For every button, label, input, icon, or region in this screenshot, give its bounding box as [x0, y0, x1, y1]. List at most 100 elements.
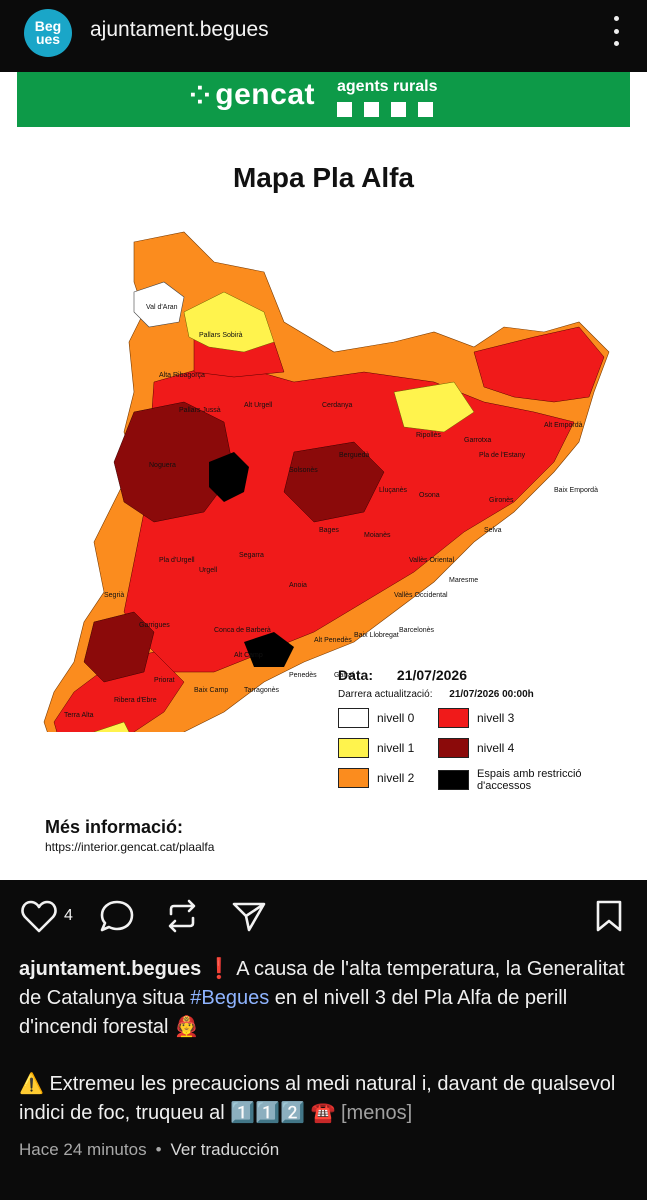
map-yellow-pallars	[183, 291, 275, 353]
region-label: Berguedà	[339, 452, 369, 459]
banner-subtitle: agents rurals	[337, 78, 438, 95]
region-label: Cerdanya	[322, 402, 352, 409]
region-label: Conca de Barberà	[214, 627, 271, 634]
region-label: Ribera d'Ebre	[114, 697, 157, 704]
caption-text-1: A causa de l'alta temperatura, la Genera…	[19, 958, 625, 1009]
date-label: Data:	[338, 667, 374, 683]
avatar-text-bottom: ues	[35, 31, 61, 47]
region-label: Segrià	[104, 592, 124, 599]
region-label: Alt Camp	[234, 652, 263, 659]
updated-value: 21/07/2026 00:00h	[449, 689, 534, 700]
map-black-area-south	[244, 632, 294, 667]
region-label: Anoia	[289, 582, 307, 589]
legend-item-nivell-2: nivell 2	[338, 768, 414, 788]
like-count[interactable]: 4	[64, 907, 73, 924]
region-label: Maresme	[449, 577, 478, 584]
region-label: Tarragonès	[244, 687, 280, 694]
region-label: Selva	[484, 527, 502, 534]
info-url: https://interior.gencat.cat/plaalfa	[45, 840, 215, 854]
map-black-area-north	[209, 452, 249, 502]
region-labels: Val d'Aran Pallars Sobirà Alta Ribagorça Pa…	[64, 304, 598, 719]
catalonia-map: Val d'Aran Pallars Sobirà Alta Ribagorça Pa…	[43, 231, 610, 732]
legend-swatch	[338, 708, 369, 728]
updated-row: Darrera actualització: 21/07/2026 00:00h	[338, 689, 534, 700]
region-label: Pla de l'Estany	[479, 452, 526, 459]
post-caption: ajuntament.begues ❗ A causa de l'alta te…	[19, 955, 629, 1128]
region-label: Baix Llobregat	[354, 632, 399, 639]
see-translation-link[interactable]: Ver traducción	[170, 1140, 280, 1159]
number-emoji-icon: 1️⃣1️⃣2️⃣	[230, 1102, 305, 1124]
legend-item-restricted: Espais amb restricció d'accessos	[438, 768, 607, 792]
region-label: Baix Empordà	[554, 487, 598, 494]
region-label: Garrigues	[139, 622, 170, 629]
region-label: Ripollès	[416, 432, 441, 439]
legend-swatch	[438, 738, 469, 758]
date-row: Data: 21/07/2026	[338, 667, 467, 683]
legend-item-nivell-4: nivell 4	[438, 738, 514, 758]
post-image[interactable]: ⁘ gencat agents rurals Mapa Pla Alfa Val …	[0, 72, 647, 880]
hashtag-link[interactable]: #Begues	[190, 987, 270, 1009]
region-label: Bages	[319, 527, 339, 534]
more-options-icon[interactable]	[611, 16, 621, 46]
header-username[interactable]: ajuntament.begues	[90, 18, 269, 41]
legend-item-nivell-3: nivell 3	[438, 708, 514, 728]
region-label: Gironès	[489, 497, 514, 504]
action-bar: 4	[0, 890, 647, 942]
map-legend: nivell 0 nivell 3 nivell 1 nivell 4 nive…	[338, 708, 618, 798]
region-label: Pallars Jussà	[179, 407, 221, 414]
legend-swatch	[338, 738, 369, 758]
post-meta: Hace 24 minutos • Ver traducción	[19, 1140, 280, 1159]
caption-text-2: en el nivell 3 del Pla Alfa de perill d'…	[19, 987, 568, 1038]
region-label: Vallès Oriental	[409, 557, 454, 564]
exclamation-emoji-icon: ❗	[206, 958, 232, 980]
region-label: Alt Empordà	[544, 422, 583, 429]
avatar[interactable]: Beg ues	[24, 9, 72, 57]
region-label: Osona	[419, 492, 440, 499]
region-label: Moianès	[364, 532, 391, 539]
banner-squares	[337, 102, 433, 117]
bookmark-icon[interactable]	[592, 898, 626, 934]
region-label: Pla d'Urgell	[159, 557, 195, 564]
share-icon[interactable]	[230, 898, 268, 934]
post-time: Hace 24 minutos	[19, 1140, 147, 1159]
legend-swatch	[438, 770, 469, 790]
heart-icon[interactable]	[20, 898, 58, 934]
legend-item-nivell-1: nivell 1	[338, 738, 414, 758]
map-title: Mapa Pla Alfa	[232, 162, 414, 193]
caption-text-3: Extremeu les precaucions al medi natural…	[19, 1073, 616, 1124]
region-label: Alt Urgell	[244, 402, 273, 409]
region-label: Solsonès	[289, 467, 318, 474]
avatar-text-top: Beg	[34, 18, 62, 34]
region-label: Alt Penedès	[314, 637, 352, 644]
less-link[interactable]: [menos]	[341, 1102, 413, 1124]
region-label: Segarra	[239, 552, 264, 559]
region-label: Alta Ribagorça	[159, 372, 205, 379]
updated-label: Darrera actualització:	[338, 689, 433, 700]
map-red-northeast	[473, 326, 605, 403]
map-white-aran	[133, 281, 185, 328]
comment-icon[interactable]	[98, 898, 136, 934]
region-label: Priorat	[154, 677, 175, 684]
legend-item-nivell-0: nivell 0	[338, 708, 414, 728]
gencat-logo: ⁘ gencat	[189, 78, 315, 111]
caption-username[interactable]: ajuntament.begues	[19, 958, 202, 980]
region-label: Garraf	[334, 672, 354, 679]
post-header: Beg ues ajuntament.begues	[0, 0, 647, 70]
region-label: Urgell	[199, 567, 218, 574]
telephone-emoji-icon: ☎️	[310, 1102, 336, 1124]
region-label: Penedès	[289, 672, 317, 679]
region-label: Baix Camp	[194, 687, 228, 694]
date-value: 21/07/2026	[396, 667, 467, 683]
region-label: Barcelonès	[399, 627, 435, 634]
map-yellow-ripolles	[393, 381, 475, 433]
region-label: Lluçanès	[379, 487, 408, 494]
map-yellow-south	[93, 721, 130, 732]
map-darkred-west	[113, 401, 235, 523]
repost-icon[interactable]	[163, 898, 201, 934]
region-label: Terra Alta	[64, 712, 94, 719]
firefighter-emoji-icon: 🧑‍🚒	[174, 1016, 199, 1038]
legend-swatch	[438, 708, 469, 728]
region-label: Garrotxa	[464, 437, 491, 444]
region-label: Val d'Aran	[146, 304, 178, 311]
map-red-central	[123, 361, 575, 673]
